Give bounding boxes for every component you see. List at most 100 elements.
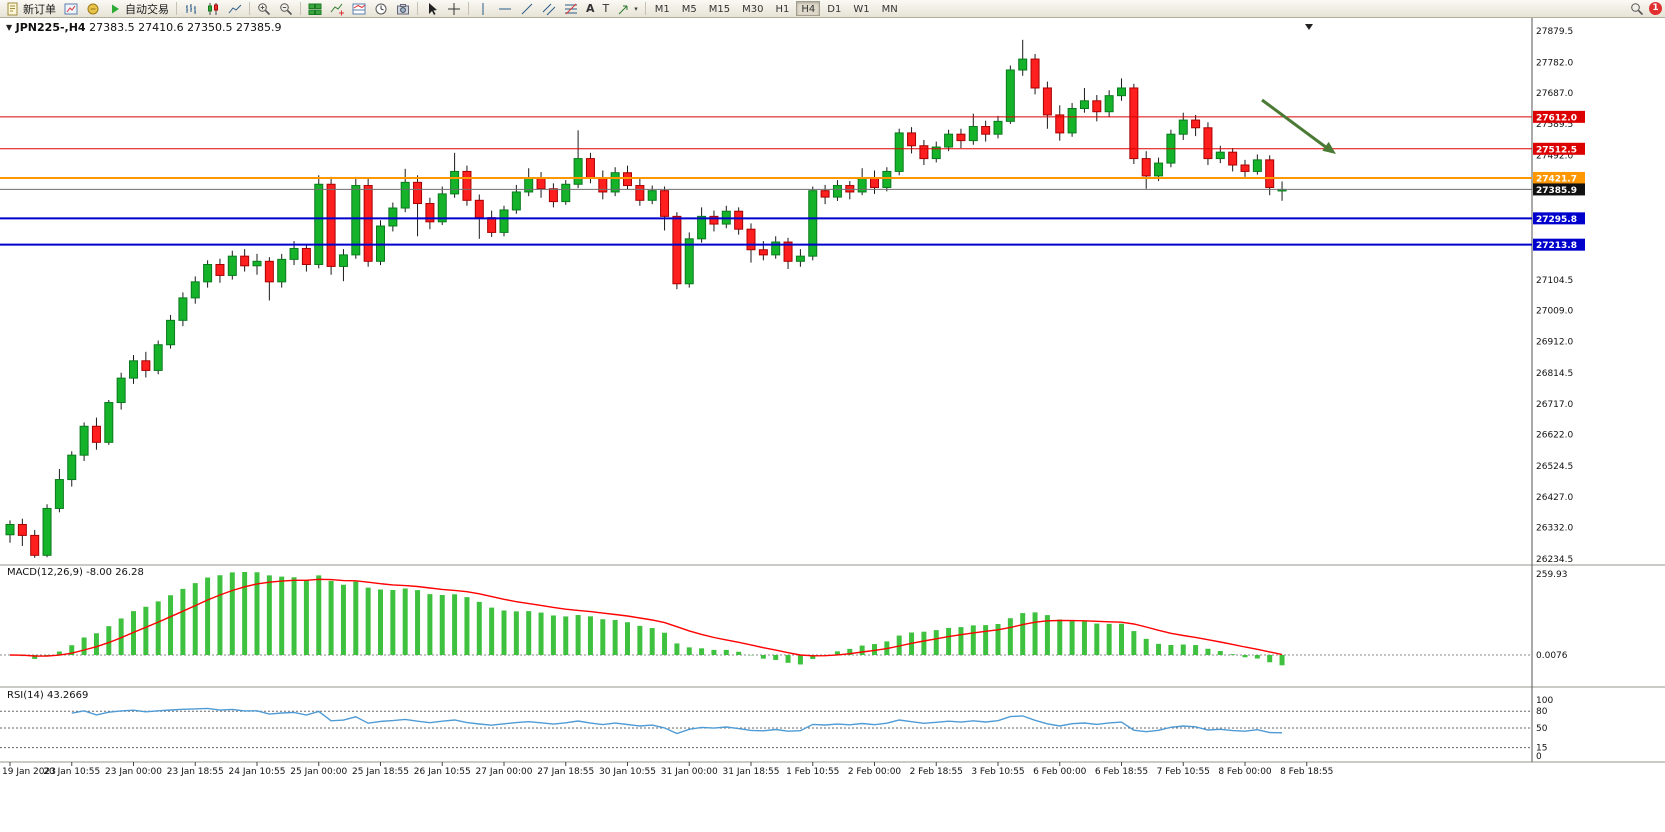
label-tool-button[interactable]: T	[600, 1, 613, 17]
fibonacci-tool-button[interactable]	[561, 1, 581, 17]
timeframe-d1-button[interactable]: D1	[822, 1, 846, 16]
svg-text:27 Jan 18:55: 27 Jan 18:55	[537, 767, 594, 777]
candle	[944, 133, 954, 148]
candle	[42, 507, 52, 556]
svg-text:8 Feb 18:55: 8 Feb 18:55	[1280, 767, 1333, 777]
symbol-label: JPN225-,H4	[15, 21, 86, 34]
candle	[956, 133, 966, 142]
timeframe-h1-button[interactable]: H1	[770, 1, 794, 16]
candle	[326, 183, 336, 267]
candle	[1079, 100, 1089, 110]
candle	[388, 207, 398, 227]
candle	[870, 177, 879, 188]
add-indicator-button[interactable]	[327, 1, 347, 17]
rsi-value: 43.2669	[46, 690, 89, 701]
chart-shift-marker	[1305, 24, 1313, 30]
candle	[104, 402, 114, 443]
price-tag	[1533, 183, 1585, 196]
toolbar-separator	[644, 2, 646, 15]
svg-text:27213.8: 27213.8	[1536, 241, 1577, 251]
dropdown-caret-icon: ▾	[634, 4, 638, 13]
price-tag	[1533, 171, 1585, 184]
horizontal-line-tool-button[interactable]	[495, 1, 515, 17]
candle	[376, 225, 385, 262]
candle	[1178, 119, 1188, 135]
candle	[450, 170, 460, 195]
timeframe-mn-button[interactable]: MN	[877, 1, 903, 16]
candle	[153, 344, 163, 371]
zoom-in-button[interactable]	[254, 1, 274, 17]
svg-text:27687.0: 27687.0	[1536, 89, 1573, 99]
candle	[277, 258, 287, 283]
candle	[561, 183, 571, 203]
snapshot-button[interactable]	[393, 1, 413, 17]
zoom-out-button[interactable]	[276, 1, 296, 17]
candle	[1030, 58, 1040, 89]
svg-text:24 Jan 10:55: 24 Jan 10:55	[229, 767, 286, 777]
price-tags: 27612.0 27512.5 27421.7 27385.9 27295.8 27213…	[1533, 110, 1585, 251]
candle	[91, 425, 101, 443]
indicator-window-button[interactable]	[349, 1, 369, 17]
annotation-arrow	[1261, 98, 1336, 154]
shapes-tool-button[interactable]: ▾	[614, 1, 641, 17]
period-clock-button[interactable]	[371, 1, 391, 17]
candle	[1228, 151, 1238, 166]
candle	[252, 260, 262, 267]
new-order-button[interactable]: 新订单	[3, 1, 59, 17]
price-tag	[1533, 238, 1585, 251]
svg-text:27 Jan 00:00: 27 Jan 00:00	[476, 767, 533, 777]
timeframe-m30-button[interactable]: M30	[737, 1, 768, 16]
timeframe-m15-button[interactable]: M15	[704, 1, 735, 16]
candle	[672, 215, 682, 285]
macd-values: -8.00 26.28	[86, 567, 144, 578]
cursor-icon	[429, 2, 437, 15]
svg-text:30 Jan 10:55: 30 Jan 10:55	[599, 767, 656, 777]
chart-window-button[interactable]	[61, 1, 81, 17]
candle	[338, 254, 348, 267]
candle	[845, 185, 855, 193]
vertical-line-tool-button[interactable]	[473, 1, 493, 17]
candle	[1215, 151, 1225, 160]
green-arrow-icon	[1261, 98, 1328, 150]
timeframe-m1-button[interactable]: M1	[650, 1, 675, 16]
profiles-button[interactable]	[83, 1, 103, 17]
candle	[511, 191, 521, 211]
svg-text:26717.0: 26717.0	[1536, 400, 1573, 410]
bar-chart-mode-button[interactable]	[181, 1, 201, 17]
line-chart-mode-button[interactable]	[225, 1, 245, 17]
svg-text:25 Jan 18:55: 25 Jan 18:55	[352, 767, 409, 777]
candle	[363, 185, 373, 262]
camera-icon	[397, 3, 409, 14]
autotrade-button[interactable]: 自动交易	[105, 1, 172, 17]
rsi-line	[71, 707, 1283, 735]
candle	[1203, 127, 1213, 160]
text-tool-button[interactable]: A	[583, 1, 598, 17]
candle	[573, 158, 583, 185]
trendline-tool-button[interactable]	[517, 1, 537, 17]
candlestick-mode-button[interactable]	[203, 1, 223, 17]
timeframe-w1-button[interactable]: W1	[848, 1, 874, 16]
tile-windows-icon	[308, 3, 322, 15]
svg-text:50: 50	[1536, 724, 1548, 734]
svg-text:0.0076: 0.0076	[1536, 651, 1568, 661]
label-t-icon: T	[602, 1, 610, 15]
crosshair-tool-button[interactable]	[444, 1, 464, 17]
tile-windows-button[interactable]	[305, 1, 325, 17]
notification-badge[interactable]: 1	[1649, 2, 1662, 15]
candle	[919, 145, 929, 160]
candle	[1018, 58, 1028, 71]
candle	[623, 172, 632, 187]
svg-text:7 Feb 10:55: 7 Feb 10:55	[1157, 767, 1210, 777]
symbol-dropdown-icon[interactable]: ▼	[6, 23, 13, 32]
timeframe-m5-button[interactable]: M5	[677, 1, 702, 16]
timeframe-h4-button[interactable]: H4	[796, 1, 821, 16]
channel-tool-button[interactable]	[539, 1, 559, 17]
candle	[5, 523, 15, 536]
chart-canvas[interactable]: 27879.5 27782.0 27687.0 27589.5 27492.0 27104…	[0, 18, 1665, 832]
chart-window-icon	[64, 3, 78, 14]
search-button[interactable]	[1627, 1, 1647, 17]
candle	[178, 297, 188, 321]
cursor-tool-button[interactable]	[422, 1, 442, 17]
